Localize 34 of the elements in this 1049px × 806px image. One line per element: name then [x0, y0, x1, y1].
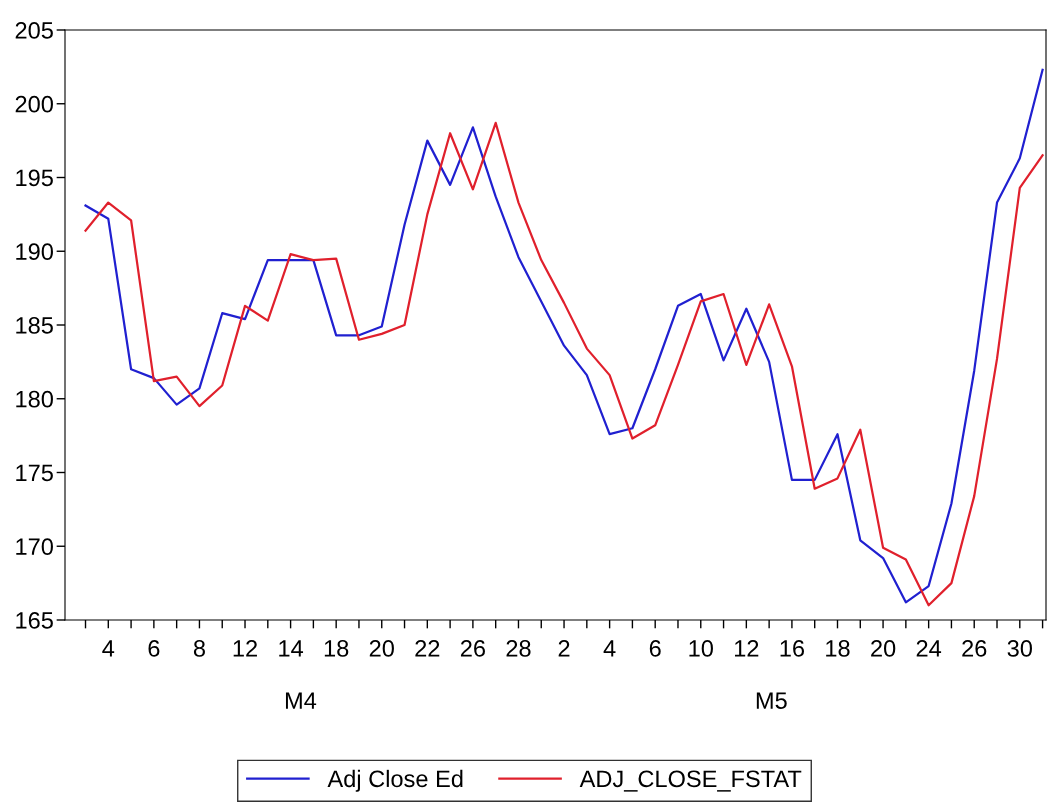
x-tick-label: 16: [780, 640, 805, 657]
y-tick-label: 185: [16, 317, 53, 334]
x-tick-label: 14: [279, 640, 304, 657]
x-tick-label: 22: [415, 640, 440, 657]
x-tick-label: 30: [1007, 640, 1032, 657]
x-tick-label: 20: [369, 640, 394, 657]
legend-label: ADJ_CLOSE_FSTAT: [579, 770, 802, 792]
x-tick-label: 26: [460, 640, 485, 657]
x-tick-label: 26: [962, 640, 987, 657]
x-tick-label: 10: [689, 640, 713, 657]
y-tick-label: 170: [16, 538, 53, 556]
x-tick-label: 24: [916, 640, 942, 657]
x-tick-label: 12: [233, 640, 257, 657]
y-tick-label: 195: [16, 169, 53, 187]
x-tick-label: 6: [649, 640, 661, 657]
x-tick-label: 20: [871, 640, 896, 657]
x-tick-label: 4: [102, 640, 115, 657]
x-tick-label: 28: [506, 640, 531, 657]
x-tick-label: 12: [735, 640, 759, 657]
y-tick-label: 205: [15, 22, 53, 39]
y-tick-label: 200: [15, 95, 53, 113]
x-tick-label: 8: [193, 640, 205, 657]
text: M4: [285, 692, 317, 709]
x-tick-label: 4: [603, 640, 616, 657]
text: M5: [756, 692, 787, 709]
y-tick-label: 180: [16, 390, 53, 408]
x-tick-label: 6: [148, 640, 160, 657]
x-tick-label: 18: [324, 640, 349, 657]
y-tick-label: 175: [16, 464, 53, 482]
y-tick-label: 190: [16, 243, 53, 261]
x-tick-label: 2: [558, 640, 570, 657]
y-tick-label: 165: [16, 612, 53, 629]
legend-label: Adj Close Ed: [327, 769, 463, 792]
x-tick-label: 18: [826, 640, 850, 657]
